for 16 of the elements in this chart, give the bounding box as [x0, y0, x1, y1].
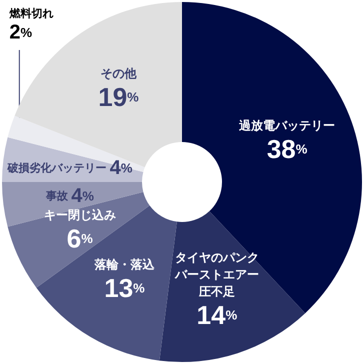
data-label: 6%: [66, 224, 94, 254]
slice-label: 燃料切れ: [8, 7, 54, 20]
data-label: 13%: [104, 272, 146, 303]
data-label: 4%: [71, 185, 94, 208]
data-label: 2%: [9, 22, 32, 44]
data-label: 4%: [110, 156, 133, 179]
slice-label: その他: [100, 66, 138, 81]
data-label: 14%: [196, 300, 238, 330]
slice-label: 事故: [44, 190, 69, 203]
data-label: 19%: [98, 82, 140, 112]
data-label: 38%: [266, 134, 308, 164]
slice-label: 破損劣化バッテリー: [6, 161, 106, 174]
slice-label: 落輪・落込: [93, 257, 156, 272]
slice-label: キー閉じ込み: [44, 208, 116, 222]
slice-label: 過放電バッテリー: [238, 118, 336, 132]
slice-label: タイヤのパンクバーストエアー圧不足: [174, 250, 259, 298]
